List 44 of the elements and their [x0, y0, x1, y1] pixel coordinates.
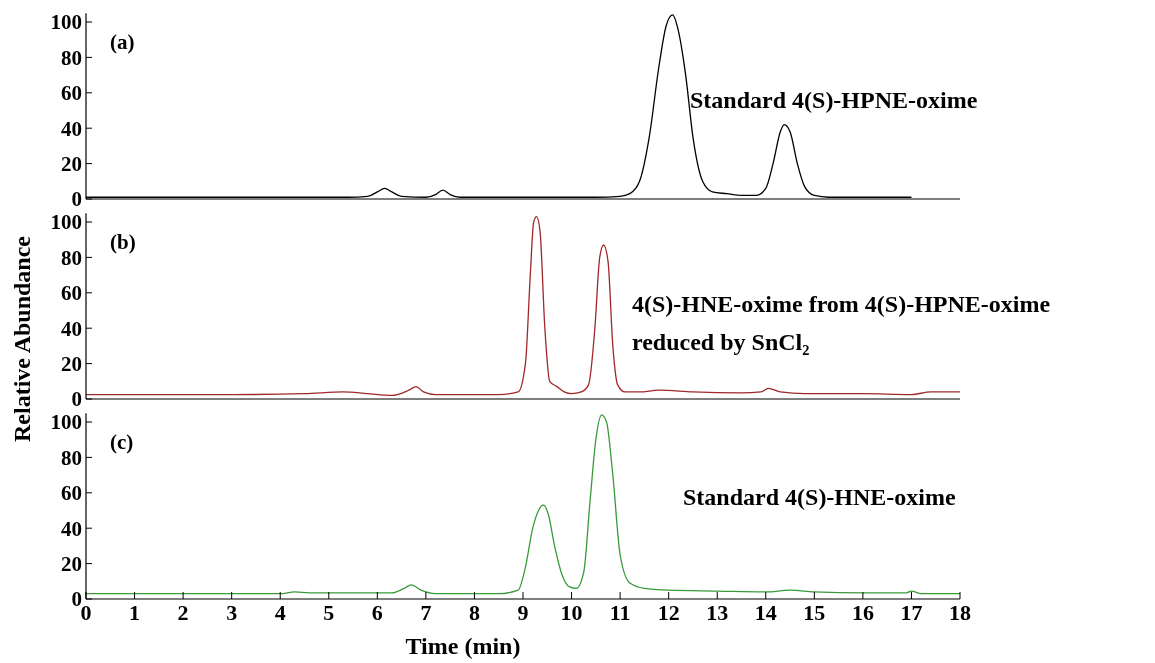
- annotation: Standard 4(S)-HNE-oxime: [683, 484, 957, 510]
- y-tick-label: 60: [61, 481, 82, 506]
- x-tick-label: 8: [468, 600, 480, 625]
- y-tick-label: 20: [61, 351, 82, 376]
- x-tick-label: 3: [226, 600, 238, 625]
- x-axis-title: Time (min): [405, 633, 521, 659]
- annotation: 4(S)-HNE-oxime from 4(S)-HPNE-oxime reduced by SnCl₂: [632, 291, 1051, 355]
- y-tick-label: 80: [61, 445, 82, 470]
- y-tick-label: 0: [71, 387, 82, 412]
- y-tick-label: 100: [50, 210, 82, 235]
- x-tick-label: 17: [900, 600, 923, 625]
- x-tick-label: 14: [754, 600, 777, 625]
- x-tick-label: 12: [657, 600, 680, 625]
- x-tick-label: 16: [851, 600, 874, 625]
- x-tick-label: 7: [420, 600, 432, 625]
- annotation: (b): [110, 230, 136, 255]
- x-tick-label: 5: [323, 600, 335, 625]
- y-tick-label: 40: [61, 316, 82, 341]
- x-tick-label: 13: [706, 600, 729, 625]
- annotation: (a): [110, 30, 135, 55]
- y-tick-label: 60: [61, 281, 82, 306]
- x-tick-label: 11: [609, 600, 631, 625]
- line-series: [85, 414, 961, 595]
- x-tick-label: 9: [517, 600, 529, 625]
- x-tick-label: 1: [129, 600, 141, 625]
- y-tick-label: 40: [61, 516, 82, 541]
- x-tick-label: 15: [803, 600, 826, 625]
- x-tick-label: 18: [949, 600, 971, 625]
- x-tick-label: 4: [274, 600, 286, 625]
- y-axis-title: Relative Abundance: [9, 235, 35, 443]
- y-tick-label: 100: [50, 10, 82, 35]
- x-tick-label: 2: [177, 600, 189, 625]
- y-tick-label: 80: [61, 45, 82, 70]
- y-tick-label: 40: [61, 116, 82, 141]
- x-tick-label: 10: [560, 600, 583, 625]
- y-tick-label: 100: [50, 410, 82, 435]
- y-tick-label: 0: [71, 187, 82, 212]
- y-tick-label: 20: [61, 151, 82, 176]
- y-tick-label: 60: [61, 81, 82, 106]
- x-tick-label: 6: [371, 600, 383, 625]
- y-tick-label: 80: [61, 245, 82, 270]
- annotation: Standard 4(S)-HPNE-oxime: [690, 87, 978, 113]
- annotation: (c): [110, 430, 134, 455]
- y-tick-label: 20: [61, 551, 82, 576]
